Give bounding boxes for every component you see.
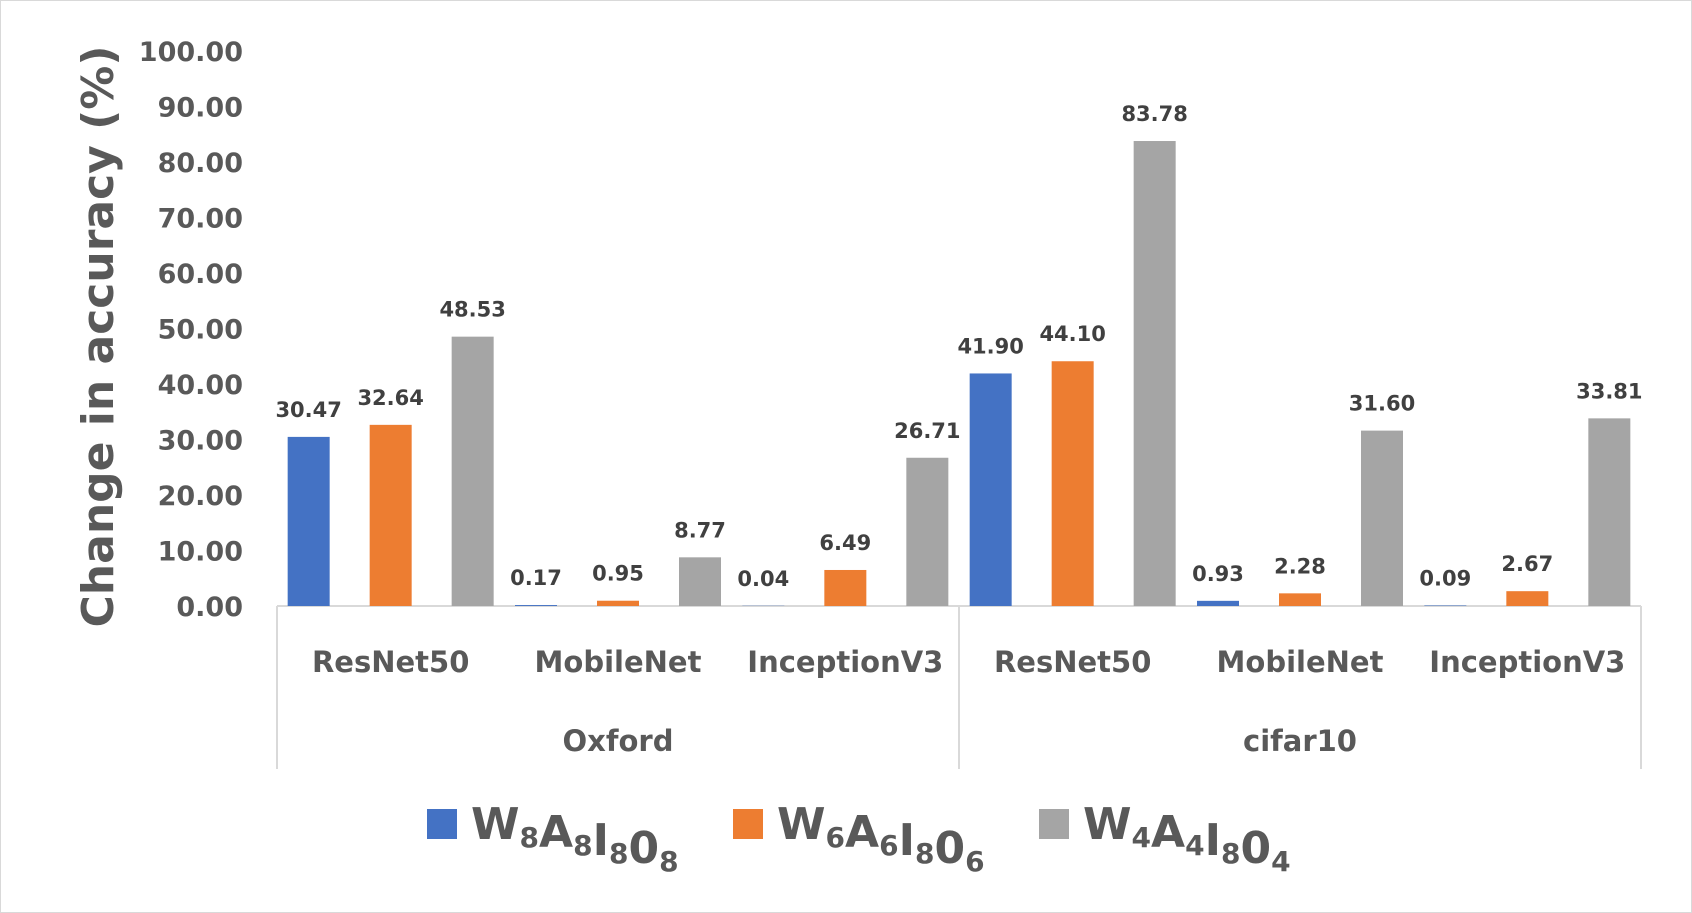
bar [1506,591,1549,606]
bar [1051,361,1094,606]
bar [287,436,330,606]
category-label: ResNet50 [994,645,1151,679]
y-tick-label: 20.00 [158,481,243,512]
bar [1197,600,1239,606]
data-label: 41.90 [957,334,1023,358]
y-tick-label: 50.00 [158,315,243,346]
data-label: 0.17 [510,566,562,590]
data-label: 32.64 [357,386,423,410]
data-label: 48.53 [439,298,505,322]
data-label: 0.95 [592,562,644,586]
bar [1279,593,1321,606]
data-label: 2.28 [1274,554,1326,578]
y-tick-label: 100.00 [139,37,243,68]
data-label: 0.04 [737,567,789,591]
data-label: 30.47 [275,398,341,422]
bar [679,557,721,606]
bar [824,569,867,606]
y-tick-label: 10.00 [158,537,243,568]
legend-swatch [427,809,457,839]
data-label: 2.67 [1501,552,1553,576]
data-label: 33.81 [1576,379,1642,403]
data-label: 0.09 [1419,567,1471,591]
bar [515,605,557,606]
bar [1588,418,1631,606]
category-label: MobileNet [535,645,702,679]
y-tick-label: 40.00 [158,370,243,401]
y-tick-label: 90.00 [158,93,243,124]
data-label: 6.49 [819,531,871,555]
data-label: 26.71 [894,419,960,443]
y-tick-label: 0.00 [176,592,243,623]
legend-label: W4A4I804 [1083,799,1291,878]
legend-swatch [1039,809,1069,839]
y-axis-title: Change in accuracy (%) [73,46,124,628]
category-label: MobileNet [1217,645,1384,679]
category-label: InceptionV3 [1429,645,1625,679]
bar [597,600,639,606]
group-label: cifar10 [1243,724,1357,758]
y-tick-label: 80.00 [158,148,243,179]
data-label: 83.78 [1121,102,1187,126]
bar [1133,141,1176,606]
legend-label: W8A8I808 [471,799,679,878]
group-label: Oxford [563,724,674,758]
legend-label: W6A6I806 [777,799,985,878]
y-tick-label: 30.00 [158,426,243,457]
category-label: ResNet50 [312,645,469,679]
data-label: 44.10 [1039,322,1105,346]
legend-swatch [733,809,763,839]
bar [1361,430,1403,606]
data-label: 8.77 [674,518,726,542]
data-label: 31.60 [1349,392,1415,416]
y-tick-label: 70.00 [158,204,243,235]
bar [906,457,949,606]
y-tick-label: 60.00 [158,259,243,290]
bar [969,373,1012,606]
data-label: 0.93 [1192,562,1244,586]
bar [451,336,494,606]
category-label: InceptionV3 [747,645,943,679]
bar [369,424,412,606]
